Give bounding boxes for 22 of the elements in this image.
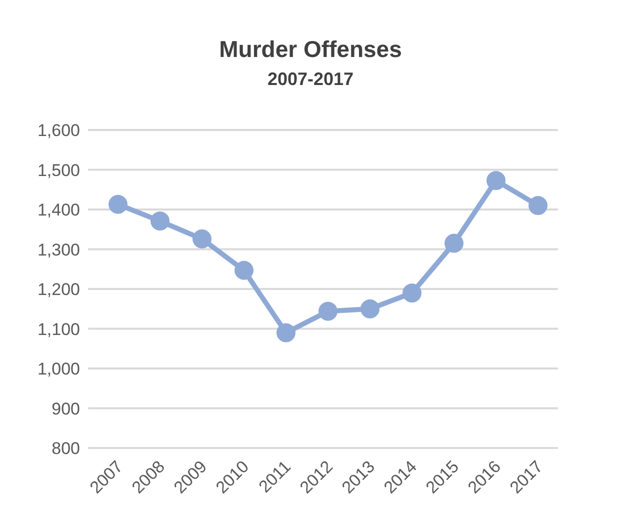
point — [402, 283, 422, 302]
y-tick-label: 900 — [52, 399, 80, 418]
y-tick-label: 800 — [52, 439, 80, 458]
chart-subtitle: 2007-2017 — [266, 69, 355, 90]
point — [150, 212, 170, 231]
point — [444, 234, 464, 253]
y-tick-label: 1,300 — [37, 240, 80, 260]
point — [528, 196, 548, 216]
y-tick-label: 1,000 — [37, 360, 80, 379]
y-tick-label: 1,200 — [37, 280, 80, 300]
point — [360, 299, 380, 318]
point — [486, 170, 506, 190]
y-tick-label: 1,600 — [37, 121, 80, 140]
point — [192, 229, 212, 248]
point — [234, 260, 254, 280]
y-tick-label: 1,100 — [37, 320, 80, 339]
chart-title: Murder Offenses — [218, 36, 403, 63]
y-tick-label: 1,400 — [37, 200, 80, 220]
point — [318, 302, 338, 321]
y-tick-label: 1,500 — [37, 160, 80, 180]
point — [108, 194, 128, 214]
point — [276, 323, 296, 342]
